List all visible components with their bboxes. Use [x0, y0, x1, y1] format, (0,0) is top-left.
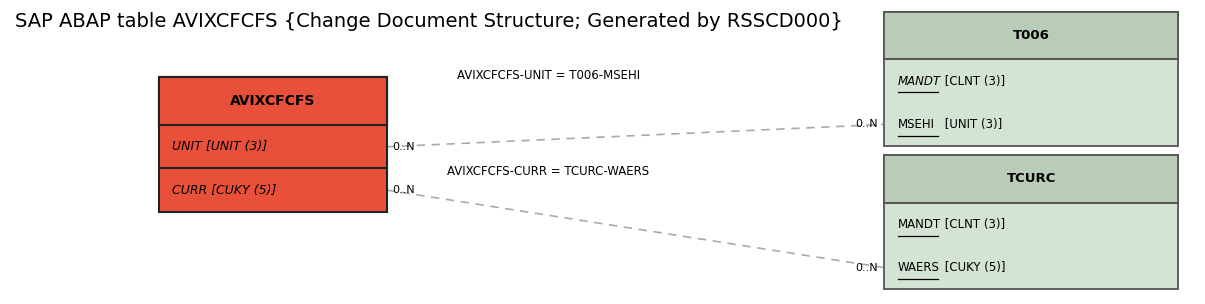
FancyBboxPatch shape [884, 155, 1178, 289]
Text: CURR [CUKY (5)]: CURR [CUKY (5)] [172, 184, 276, 197]
Text: [CUKY (5)]: [CUKY (5)] [941, 261, 1005, 274]
FancyBboxPatch shape [884, 12, 1178, 146]
Text: AVIXCFCFS-UNIT = T006-MSEHI: AVIXCFCFS-UNIT = T006-MSEHI [457, 69, 640, 82]
FancyBboxPatch shape [884, 155, 1178, 203]
Text: AVIXCFCFS: AVIXCFCFS [230, 94, 316, 108]
Text: AVIXCFCFS-CURR = TCURC-WAERS: AVIXCFCFS-CURR = TCURC-WAERS [447, 165, 649, 178]
Text: 0..N: 0..N [393, 142, 416, 152]
Text: MANDT: MANDT [898, 74, 941, 88]
Text: 0..N: 0..N [856, 119, 878, 130]
Text: UNIT [UNIT (3)]: UNIT [UNIT (3)] [172, 140, 268, 153]
FancyBboxPatch shape [159, 78, 387, 212]
Text: WAERS: WAERS [898, 261, 940, 274]
Text: MANDT: MANDT [898, 218, 941, 231]
FancyBboxPatch shape [884, 12, 1178, 60]
Text: MSEHI: MSEHI [898, 118, 935, 131]
Text: [CLNT (3)]: [CLNT (3)] [941, 218, 1005, 231]
Text: 0..N: 0..N [393, 185, 416, 195]
FancyBboxPatch shape [159, 78, 387, 125]
Text: [UNIT (3)]: [UNIT (3)] [941, 118, 1003, 131]
Text: SAP ABAP table AVIXCFCFS {Change Document Structure; Generated by RSSCD000}: SAP ABAP table AVIXCFCFS {Change Documen… [14, 12, 842, 31]
Text: T006: T006 [1013, 29, 1050, 42]
Text: [CLNT (3)]: [CLNT (3)] [941, 74, 1005, 88]
Text: TCURC: TCURC [1006, 172, 1056, 185]
Text: 0..N: 0..N [856, 263, 878, 273]
